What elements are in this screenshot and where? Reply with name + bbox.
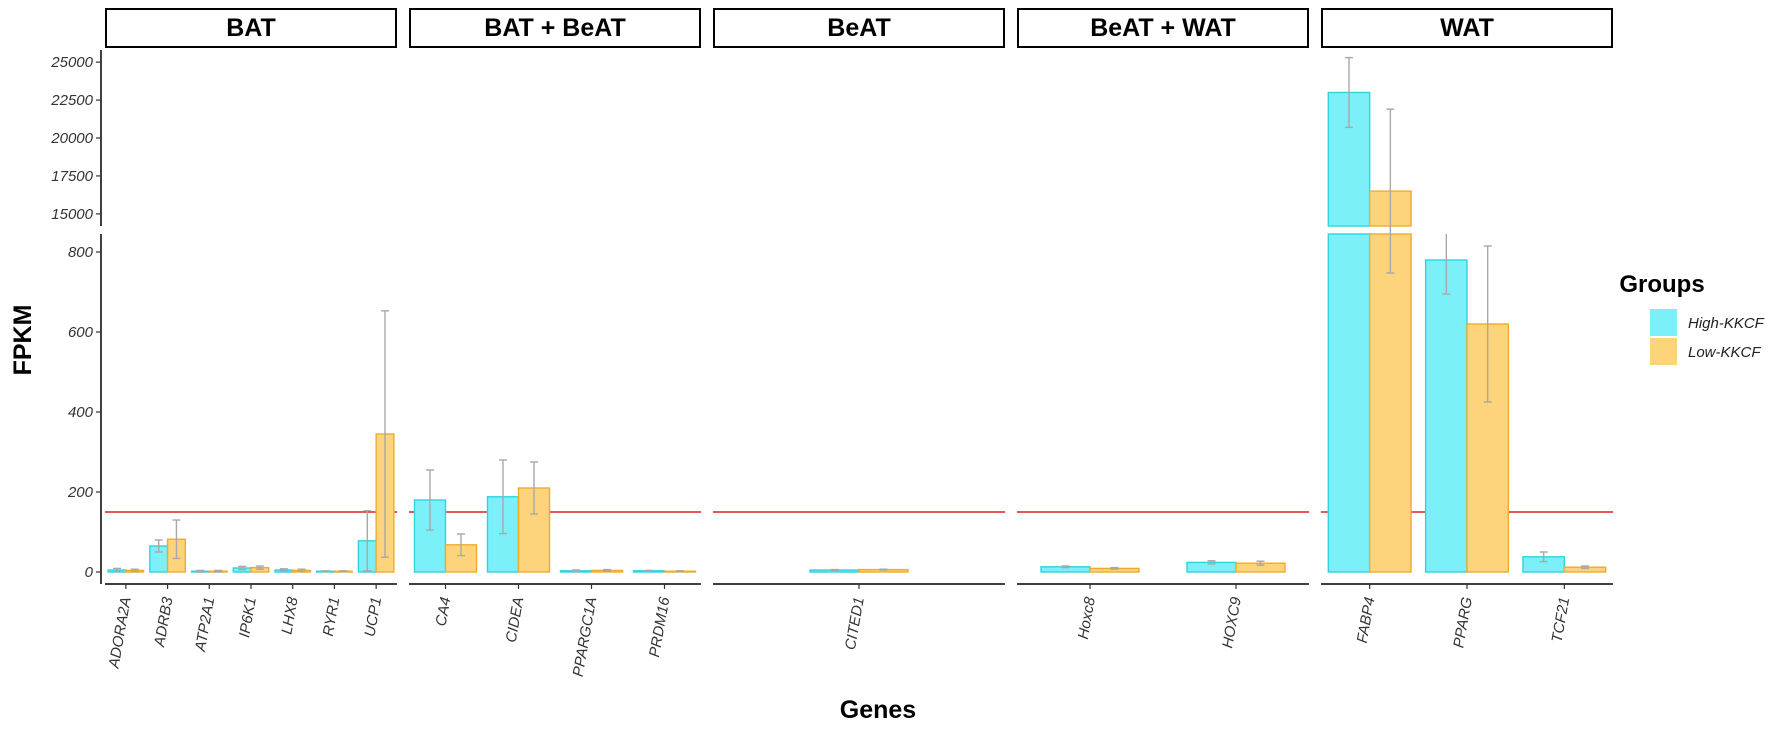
legend-title: Groups	[1619, 271, 1704, 298]
error-bar	[196, 569, 205, 573]
y-tick-label: 400	[68, 404, 94, 421]
legend-swatch-high-kkcf	[1650, 309, 1677, 336]
facet-strip-label: WAT	[1440, 14, 1494, 42]
x-tick-label: ADORA2A	[105, 596, 134, 671]
facet-panels: ADORA2A ADRB3 ATP2A1 IP6K1 LHX8 RYR1 UCP1 CA4 CI…	[105, 56, 1613, 678]
facet-strip-label: BAT	[226, 14, 276, 42]
panel-beat: CITED1	[713, 511, 1005, 651]
x-tick-label: FABP4	[1354, 596, 1379, 645]
x-tick-label: CIDEA	[503, 596, 528, 644]
error-bar	[363, 510, 372, 572]
error-bar	[1442, 234, 1451, 295]
x-tick-label: ADRB3	[151, 595, 177, 649]
panel-bat-beat: CA4 CIDEA PPARGC1A PRDM16	[409, 459, 701, 678]
x-tick-label: CITED1	[842, 596, 868, 651]
facet-strip	[105, 8, 397, 48]
error-bar	[255, 565, 264, 570]
y-axis: 15000 17500 20000 22500 25000 0 200 400 600 800	[50, 50, 102, 584]
y-tick-label: 0	[85, 564, 94, 581]
error-bar	[530, 461, 539, 515]
panel-bat: ADORA2A ADRB3 ATP2A1 IP6K1 LHX8 RYR1 UCP1	[105, 310, 397, 671]
error-bar	[154, 539, 163, 553]
error-bar	[172, 519, 181, 560]
error-bar	[1207, 560, 1216, 565]
facet-strip-label: BAT + BeAT	[484, 14, 625, 42]
error-bar	[339, 570, 348, 573]
facet-strips: BAT BAT + BeAT BeAT BeAT + WAT WAT	[105, 8, 1613, 48]
facet-strip	[1017, 8, 1309, 48]
error-bar	[214, 569, 223, 573]
error-bar	[425, 469, 434, 531]
y-axis-title: FPKM	[9, 305, 37, 376]
x-tick-label: ATP2A1	[192, 596, 218, 654]
legend: Groups High-KKCF Low-KKCF	[1619, 271, 1765, 365]
error-bar	[1344, 56, 1353, 129]
error-bar	[571, 569, 580, 573]
error-bar	[457, 533, 466, 557]
bar-high-kkcf-lower	[1327, 233, 1371, 573]
error-bar	[1061, 565, 1070, 569]
y-tick-label: 800	[68, 244, 94, 261]
y-tick-label: 200	[67, 484, 94, 501]
error-bar	[603, 568, 612, 572]
x-tick-label: PPARG	[1450, 595, 1476, 649]
facet-strip	[713, 8, 1005, 48]
error-bar	[1256, 560, 1265, 566]
y-tick-label: 15000	[51, 206, 93, 223]
x-tick-label: RYR1	[320, 596, 344, 638]
error-bar	[879, 568, 888, 571]
bar-high-kkcf	[1424, 259, 1468, 573]
legend-label: Low-KKCF	[1688, 344, 1761, 361]
error-bar	[1483, 245, 1492, 403]
error-bar	[1110, 566, 1119, 570]
x-tick-label: CA4	[433, 596, 455, 628]
error-bar	[1539, 551, 1548, 563]
x-tick-label: PPARGC1A	[570, 596, 601, 678]
y-tick-label: 17500	[51, 168, 93, 185]
legend-swatch-low-kkcf	[1650, 338, 1677, 365]
x-axis-title: Genes	[840, 696, 916, 724]
y-tick-label: 20000	[50, 130, 93, 147]
x-tick-label: IP6K1	[236, 596, 260, 639]
x-tick-label: TCF21	[1549, 596, 1574, 644]
error-bar	[321, 570, 330, 573]
error-bar	[297, 568, 306, 573]
error-bar	[1386, 108, 1395, 274]
error-bar	[112, 567, 121, 573]
x-tick-label: LHX8	[278, 595, 301, 636]
error-bar	[130, 568, 139, 573]
x-tick-label: Hoxc8	[1075, 595, 1099, 640]
facet-strip	[1321, 8, 1613, 48]
panel-wat: FABP4 PPARG TCF21	[1321, 56, 1613, 649]
y-tick-label: 25000	[50, 54, 93, 71]
panel-beat-wat: Hoxc8 HOXC9	[1017, 511, 1309, 650]
facet-strip-label: BeAT + WAT	[1090, 14, 1236, 42]
y-tick-label: 600	[68, 324, 94, 341]
error-bar	[1581, 565, 1590, 570]
error-bar	[238, 565, 247, 571]
error-bar	[498, 459, 507, 535]
facet-strip-label: BeAT	[827, 14, 890, 42]
error-bar	[381, 310, 390, 558]
error-bar	[676, 570, 685, 573]
legend-label: High-KKCF	[1688, 315, 1765, 332]
bar-low-kkcf-lower	[1368, 233, 1412, 573]
x-tick-label: UCP1	[361, 596, 385, 638]
x-tick-label: PRDM16	[646, 595, 673, 659]
y-tick-label: 22500	[50, 92, 93, 109]
error-bar	[644, 569, 653, 572]
error-bar	[830, 568, 839, 572]
error-bar	[279, 568, 288, 572]
x-tick-label: HOXC9	[1219, 595, 1245, 649]
facet-strip	[409, 8, 701, 48]
